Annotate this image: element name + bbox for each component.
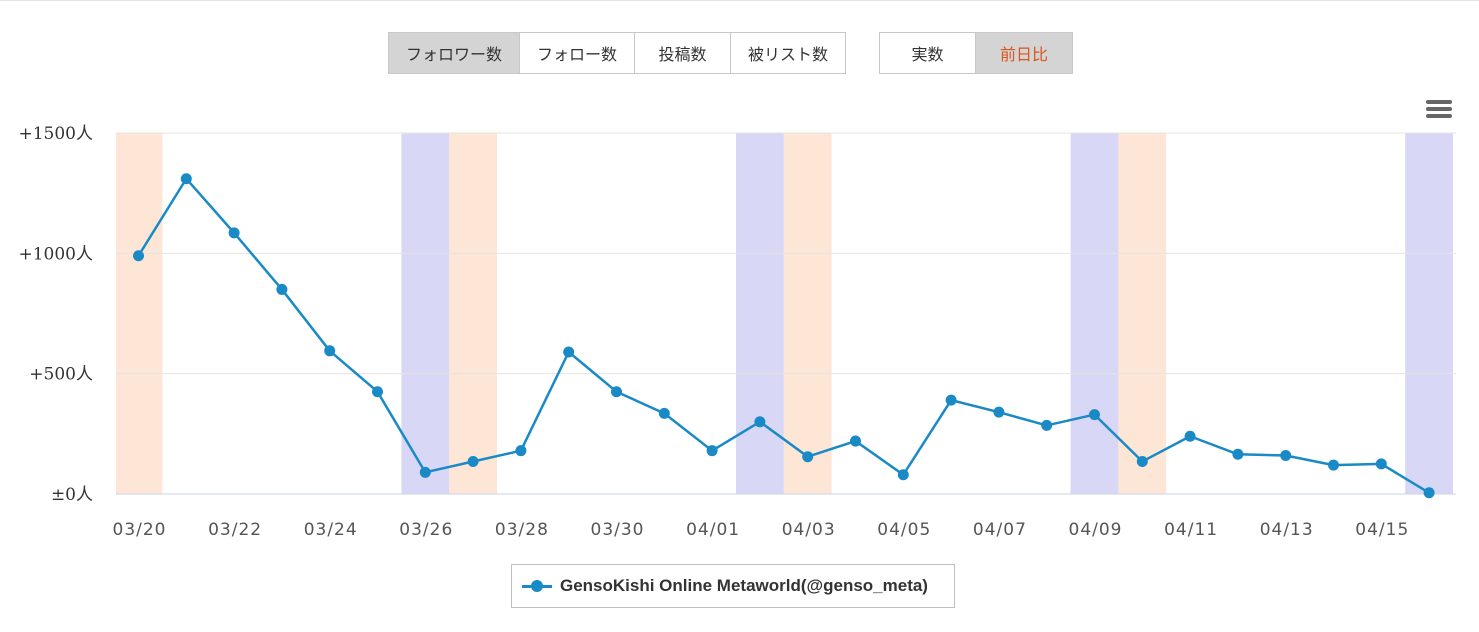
metric-button-1[interactable]: フォロー数 (519, 32, 635, 74)
data-point (993, 406, 1005, 418)
data-point (1280, 449, 1292, 461)
sunday-band (116, 133, 163, 494)
data-point (563, 346, 575, 358)
data-point (180, 173, 192, 185)
data-point (276, 283, 288, 295)
data-point (1423, 487, 1435, 499)
mode-button-0[interactable]: 実数 (879, 32, 976, 74)
data-point (1184, 430, 1196, 442)
data-point (1328, 459, 1339, 471)
legend-line-marker-icon (522, 579, 552, 593)
metric-button-0[interactable]: フォロワー数 (388, 32, 520, 74)
data-point (897, 469, 909, 481)
data-point (1232, 448, 1244, 460)
x-tick-label: 04/07 (973, 520, 1027, 540)
data-point (658, 407, 670, 419)
x-tick-label: 04/11 (1164, 520, 1218, 540)
top-divider (0, 0, 1479, 1)
data-point (706, 445, 718, 457)
data-point (945, 394, 957, 406)
hamburger-menu-icon[interactable] (1426, 100, 1454, 122)
legend-series-name: GensoKishi Online Metaworld(@genso_meta) (560, 576, 928, 595)
data-point (419, 466, 431, 478)
data-point (802, 451, 814, 463)
metric-button-3[interactable]: 被リスト数 (730, 32, 846, 74)
x-tick-label: 03/24 (304, 520, 358, 540)
legend-item[interactable]: GensoKishi Online Metaworld(@genso_meta) (511, 564, 955, 608)
x-tick-label: 04/05 (877, 520, 931, 540)
data-point (1136, 456, 1148, 468)
data-point (372, 386, 383, 398)
data-point (1375, 458, 1387, 470)
data-point (1041, 419, 1053, 431)
saturday-band (1070, 133, 1119, 494)
x-tick-label: 03/30 (591, 520, 645, 540)
data-point (850, 435, 861, 447)
mode-button-group: 実数 前日比 (879, 32, 1073, 74)
sunday-band (783, 133, 832, 494)
data-point (515, 445, 527, 457)
data-point (324, 345, 336, 357)
mode-button-1[interactable]: 前日比 (975, 32, 1073, 74)
data-point (228, 227, 240, 239)
x-tick-label: 03/26 (399, 520, 453, 540)
saturday-band (736, 133, 784, 494)
x-tick-label: 04/13 (1260, 520, 1314, 540)
metric-button-2[interactable]: 投稿数 (634, 32, 731, 74)
series-line (137, 177, 1430, 494)
data-point (467, 456, 479, 468)
y-tick-label: ±0人 (51, 485, 93, 505)
x-tick-label: 04/09 (1069, 520, 1123, 540)
x-tick-label: 04/15 (1355, 520, 1409, 540)
x-tick-label: 03/22 (208, 520, 262, 540)
x-tick-label: 03/28 (495, 520, 549, 540)
data-point (611, 386, 622, 398)
saturday-band (401, 133, 450, 494)
metric-button-group: フォロワー数 フォロー数 投稿数 被リスト数 (388, 32, 846, 74)
data-point (754, 416, 766, 428)
y-tick-label: +1000人 (18, 244, 93, 264)
sunday-band (449, 133, 497, 494)
sunday-band (1118, 133, 1167, 494)
x-tick-label: 04/03 (782, 520, 836, 540)
saturday-band (1405, 133, 1453, 494)
y-tick-label: +500人 (29, 365, 93, 385)
x-tick-label: 04/01 (686, 520, 740, 540)
data-point (133, 250, 144, 262)
data-point (1089, 409, 1100, 421)
y-tick-label: +1500人 (18, 124, 93, 144)
x-tick-label: 03/20 (113, 520, 167, 540)
